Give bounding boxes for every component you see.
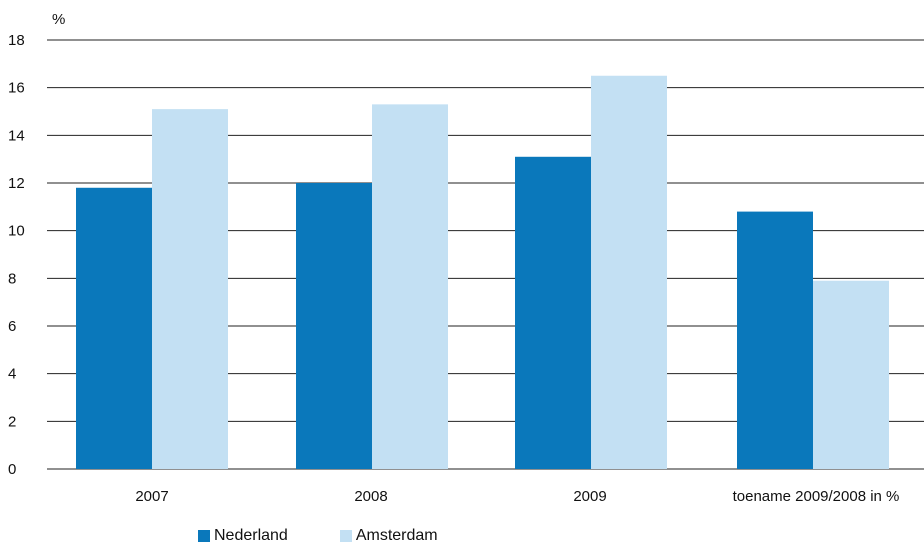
bar-nederland-3 [737, 212, 813, 469]
y-axis-ticks: 0 2 4 6 8 10 12 14 16 18 [8, 32, 25, 478]
legend: Nederland Amsterdam [198, 527, 490, 545]
x-category-label: toename 2009/2008 in % [733, 488, 900, 505]
bar-amsterdam-0 [152, 109, 228, 469]
bar-nederland-0 [76, 188, 152, 469]
y-tick-label: 4 [8, 366, 16, 383]
y-tick-label: 16 [8, 80, 25, 97]
bars [76, 76, 889, 469]
y-tick-label: 6 [8, 318, 16, 335]
bar-amsterdam-2 [591, 76, 667, 469]
y-tick-label: 12 [8, 175, 25, 192]
legend-label-amsterdam: Amsterdam [356, 527, 438, 545]
legend-item-nederland: Nederland [198, 527, 288, 545]
x-category-label: 2007 [135, 488, 168, 505]
x-axis-labels: 2007 2008 2009 toename 2009/2008 in % [135, 488, 899, 505]
bar-amsterdam-3 [813, 281, 889, 469]
x-category-label: 2009 [573, 488, 606, 505]
y-tick-label: 18 [8, 32, 25, 49]
y-tick-label: 2 [8, 413, 16, 430]
legend-item-amsterdam: Amsterdam [340, 527, 438, 545]
legend-label-nederland: Nederland [214, 527, 288, 545]
legend-swatch-amsterdam [340, 530, 352, 542]
bar-amsterdam-1 [372, 104, 448, 469]
y-tick-label: 14 [8, 127, 25, 144]
legend-swatch-nederland [198, 530, 210, 542]
bar-nederland-1 [296, 183, 372, 469]
y-tick-label: 10 [8, 223, 25, 240]
y-unit-label: % [52, 11, 65, 28]
bar-nederland-2 [515, 157, 591, 469]
y-tick-label: 8 [8, 270, 16, 287]
x-category-label: 2008 [354, 488, 387, 505]
y-tick-label: 0 [8, 461, 16, 478]
